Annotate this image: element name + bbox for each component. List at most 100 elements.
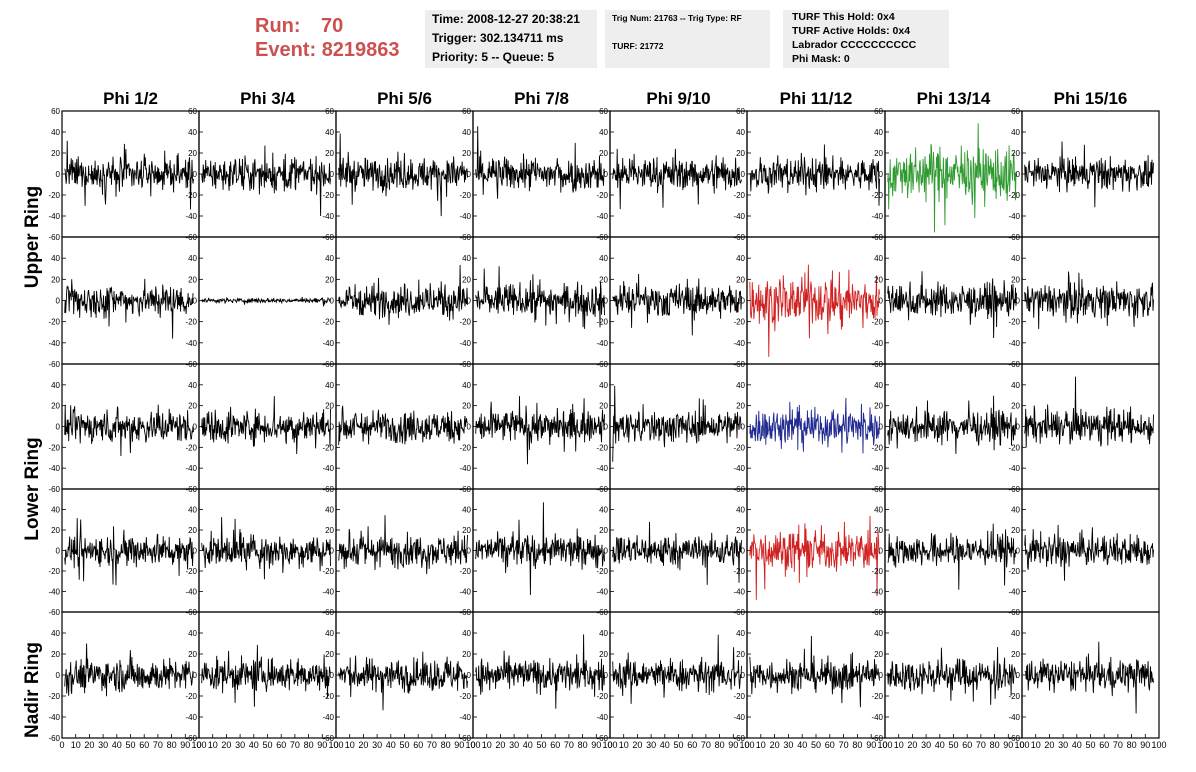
y-tick-label: -40 (871, 588, 883, 597)
waveform-r1-c2 (338, 264, 468, 325)
waveform-r3-c2 (338, 515, 468, 575)
y-tick-label: 0 (879, 170, 884, 179)
y-tick-label: 0 (741, 297, 746, 306)
waveform-r1-c0 (64, 278, 194, 339)
y-tick-label: 20 (736, 402, 745, 411)
waveform-r2-c2 (338, 405, 468, 446)
y-tick-label: 40 (462, 629, 471, 638)
x-tick-label: 40 (797, 740, 807, 750)
y-tick-label: 0 (467, 547, 472, 556)
y-tick-label: -60 (48, 734, 60, 743)
trig-num-text: Trig Num: 21763 -- Trig Type: RF (612, 13, 742, 23)
y-tick-label: -20 (871, 567, 883, 576)
x-tick-label: 10 (894, 740, 904, 750)
y-tick-label: 0 (879, 297, 884, 306)
y-tick-label: -40 (459, 713, 471, 722)
y-tick-label: 0 (330, 547, 335, 556)
y-tick-label: -40 (48, 339, 60, 348)
y-tick-label: 20 (51, 526, 60, 535)
x-tick-label: 70 (427, 740, 437, 750)
x-tick-label: 20 (358, 740, 368, 750)
y-tick-label: 40 (462, 381, 471, 390)
x-tick-label: 0 (333, 740, 338, 750)
y-tick-label: 20 (188, 650, 197, 659)
y-tick-label: 20 (188, 526, 197, 535)
y-tick-label: 40 (1011, 506, 1020, 515)
y-tick-label: -20 (185, 692, 197, 701)
x-tick-label: 40 (386, 740, 396, 750)
waveform-r3-c6 (887, 523, 1017, 590)
y-tick-label: 0 (879, 671, 884, 680)
x-tick-label: 60 (550, 740, 560, 750)
x-tick-label: 10 (482, 740, 492, 750)
y-tick-label: 60 (1011, 107, 1020, 116)
y-tick-label: -40 (1008, 212, 1020, 221)
x-tick-label: 0 (196, 740, 201, 750)
y-tick-label: -20 (1008, 191, 1020, 200)
y-tick-label: -60 (1008, 734, 1020, 743)
x-tick-label: 70 (976, 740, 986, 750)
waveform-r0-c1 (201, 145, 331, 217)
y-tick-label: 20 (599, 149, 608, 158)
y-tick-label: -40 (322, 713, 334, 722)
waveform-r1-c5 (749, 264, 880, 357)
y-tick-label: -20 (322, 443, 334, 452)
y-tick-label: -40 (1008, 339, 1020, 348)
y-tick-label: -20 (185, 567, 197, 576)
waveform-r1-c6 (887, 271, 1017, 339)
x-tick-label: 70 (1113, 740, 1123, 750)
waveform-r4-c0 (64, 643, 194, 697)
y-tick-label: -40 (459, 339, 471, 348)
y-tick-label: -20 (871, 443, 883, 452)
y-tick-label: -20 (322, 318, 334, 327)
x-tick-label: 60 (413, 740, 423, 750)
y-tick-label: -20 (596, 318, 608, 327)
y-tick-label: 0 (604, 297, 609, 306)
waveform-r0-c5 (749, 144, 880, 206)
x-tick-label: 80 (990, 740, 1000, 750)
x-tick-label: 90 (180, 740, 190, 750)
x-tick-label: 90 (454, 740, 464, 750)
y-tick-label: 40 (874, 381, 883, 390)
waveform-r0-c4 (612, 148, 742, 210)
y-tick-label: 60 (325, 107, 334, 116)
y-tick-label: 40 (599, 128, 608, 137)
x-tick-label: 90 (866, 740, 876, 750)
x-tick-label: 40 (112, 740, 122, 750)
y-tick-label: 20 (736, 526, 745, 535)
x-tick-label: 100 (1014, 740, 1029, 750)
x-tick-label: 0 (744, 740, 749, 750)
y-tick-label: 0 (56, 671, 61, 680)
y-tick-label: 20 (325, 275, 334, 284)
y-tick-label: 0 (467, 423, 472, 432)
y-tick-label: -40 (322, 339, 334, 348)
y-tick-label: -60 (871, 734, 883, 743)
x-tick-label: 100 (602, 740, 617, 750)
waveform-r3-c4 (612, 521, 742, 585)
y-tick-label: -20 (48, 443, 60, 452)
y-tick-label: 20 (599, 275, 608, 284)
turf-text: TURF: 21772 (612, 41, 664, 51)
y-tick-label: 0 (193, 170, 198, 179)
y-tick-label: 20 (874, 402, 883, 411)
y-tick-label: -20 (185, 443, 197, 452)
y-tick-label: 20 (736, 275, 745, 284)
waveform-r4-c1 (201, 644, 331, 707)
x-tick-label: 100 (465, 740, 480, 750)
y-tick-label: 40 (736, 506, 745, 515)
trigger-text: Trigger: 302.134711 ms (432, 31, 564, 45)
y-tick-label: -20 (322, 567, 334, 576)
y-tick-label: 40 (874, 629, 883, 638)
x-tick-label: 60 (1099, 740, 1109, 750)
turf-active-holds-text: TURF Active Holds: 0x4 (792, 25, 911, 37)
y-tick-label: -20 (322, 191, 334, 200)
column-header-4: Phi 7/8 (514, 89, 569, 108)
waveform-r2-c7 (1024, 376, 1154, 448)
waveform-r4-c5 (749, 635, 880, 708)
y-tick-label: -20 (1008, 692, 1020, 701)
x-tick-label: 10 (619, 740, 629, 750)
x-tick-label: 0 (882, 740, 887, 750)
x-tick-label: 50 (536, 740, 546, 750)
y-tick-label: -40 (733, 588, 745, 597)
y-tick-label: 20 (736, 149, 745, 158)
